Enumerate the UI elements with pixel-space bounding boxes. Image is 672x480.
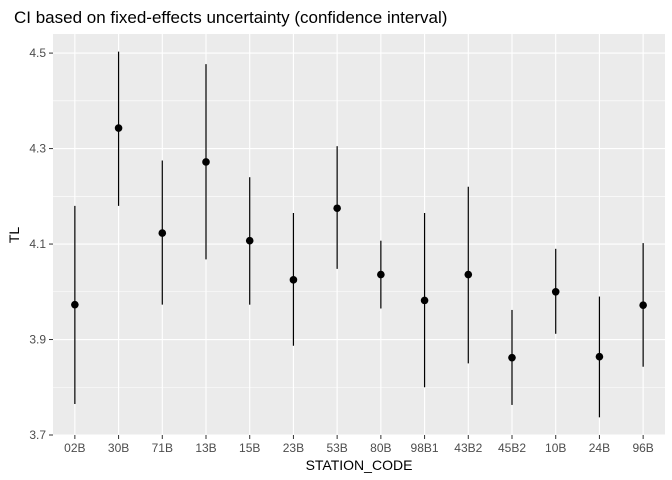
x-tick-label: 15B [239,441,260,455]
data-point [333,204,341,213]
x-tick-label: 98B1 [411,441,439,455]
x-tick-label: 45B2 [498,441,526,455]
x-axis-title: STATION_CODE [306,457,413,473]
x-tick-label: 10B [545,441,566,455]
x-tick-label: 43B2 [454,441,482,455]
data-point [245,236,254,245]
x-tick-label: 53B [326,441,347,455]
data-point [202,158,210,166]
x-tick-label: 96B [632,441,653,455]
grid-minor [53,100,665,388]
x-tick-label: 80B [370,441,391,455]
data-point [114,124,123,132]
data-point [464,270,473,279]
plot-panel [53,34,665,435]
x-tick-label: 23B [283,441,304,455]
data-point [71,300,79,309]
data-point [595,352,604,361]
y-tick-label: 3.9 [29,333,46,347]
y-axis: 3.7 3.9 4.1 4.3 4.5 [29,46,53,442]
x-axis: 02B 30B 71B 13B 15B 23B 53B 80B 98B1 43B2 45B2 10B 2… [64,435,654,455]
x-tick-label: 24B [589,441,610,455]
data-point [639,301,647,309]
y-tick-label: 3.7 [29,428,46,442]
data-point [289,276,298,284]
data-point [158,229,167,237]
data-points [71,124,647,362]
x-tick-label: 02B [64,441,85,455]
data-point [420,296,429,305]
data-point [508,353,516,362]
x-tick-label: 13B [195,441,216,455]
y-tick-label: 4.5 [29,46,46,60]
y-tick-label: 4.1 [29,237,46,251]
data-point [551,287,560,296]
data-point [377,270,385,279]
y-tick-label: 4.3 [29,142,46,156]
chart-title: CI based on fixed-effects uncertainty (c… [14,8,447,27]
x-tick-label: 71B [152,441,173,455]
x-tick-label: 30B [108,441,129,455]
y-axis-title: TL [6,227,22,244]
